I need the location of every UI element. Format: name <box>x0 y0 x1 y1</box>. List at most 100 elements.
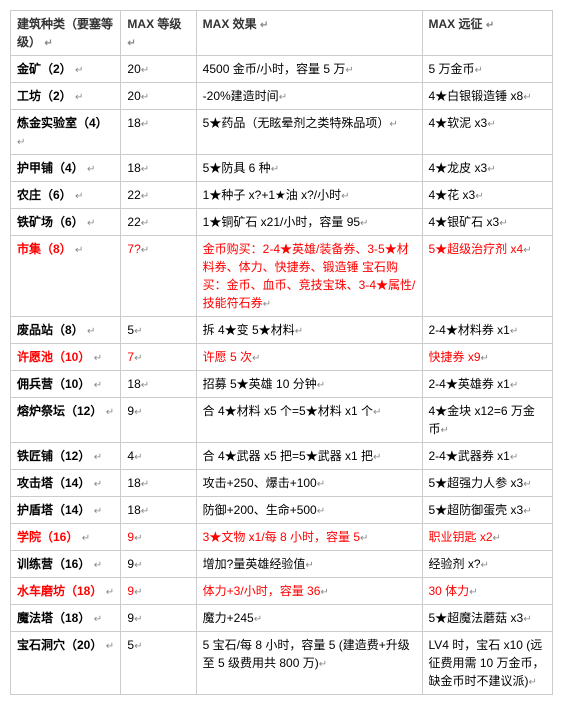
cell-max-effect: 3★文物 x1/每 8 小时，容量 5↵ <box>196 524 422 551</box>
table-row: 铁矿场（6） ↵22↵1★铜矿石 x21/小时，容量 95↵4★银矿石 x3↵ <box>11 209 553 236</box>
cell-max-expedition: 职业钥匙 x2↵ <box>422 524 553 551</box>
cell-max-effect: 金币购买：2-4★英雄/装备券、3-5★材料券、体力、快捷券、锻造锤 宝石购买：… <box>196 236 422 317</box>
cell-building-name: 佣兵营（10） ↵ <box>11 371 121 398</box>
table-row: 农庄（6） ↵22↵1★种子 x?+1★油 x?/小时↵4★花 x3↵ <box>11 182 553 209</box>
header-expedition: MAX 远征 ↵ <box>422 11 553 56</box>
cell-max-level: 18↵ <box>121 371 196 398</box>
cell-max-effect: -20%建造时间↵ <box>196 83 422 110</box>
cell-building-name: 金矿（2） ↵ <box>11 56 121 83</box>
cell-max-level: 22↵ <box>121 209 196 236</box>
cell-max-level: 9↵ <box>121 551 196 578</box>
cell-max-level: 18↵ <box>121 470 196 497</box>
return-marker: ↵ <box>486 20 494 31</box>
cell-max-level: 9↵ <box>121 524 196 551</box>
cell-building-name: 学院（16） ↵ <box>11 524 121 551</box>
cell-max-level: 18↵ <box>121 155 196 182</box>
cell-building-name: 攻击塔（14） ↵ <box>11 470 121 497</box>
cell-max-effect: 拆 4★变 5★材料↵ <box>196 317 422 344</box>
cell-max-expedition: 4★龙皮 x3↵ <box>422 155 553 182</box>
table-row: 护甲铺（4） ↵18↵5★防具 6 种↵4★龙皮 x3↵ <box>11 155 553 182</box>
cell-max-effect: 4500 金币/小时，容量 5 万↵ <box>196 56 422 83</box>
cell-max-expedition: 5 万金币↵ <box>422 56 553 83</box>
cell-max-level: 9↵ <box>121 398 196 443</box>
return-marker: ↵ <box>44 38 52 49</box>
cell-max-effect: 5 宝石/每 8 小时，容量 5 (建造费+升级至 5 级费用共 800 万)↵ <box>196 632 422 695</box>
table-row: 学院（16） ↵9↵3★文物 x1/每 8 小时，容量 5↵职业钥匙 x2↵ <box>11 524 553 551</box>
table-row: 废品站（8） ↵5↵拆 4★变 5★材料↵2-4★材料券 x1↵ <box>11 317 553 344</box>
cell-max-level: 7↵ <box>121 344 196 371</box>
cell-max-effect: 防御+200、生命+500↵ <box>196 497 422 524</box>
cell-max-level: 18↵ <box>121 497 196 524</box>
cell-max-level: 9↵ <box>121 578 196 605</box>
cell-building-name: 铁匠铺（12） ↵ <box>11 443 121 470</box>
table-row: 铁匠铺（12） ↵4↵合 4★武器 x5 把=5★武器 x1 把↵2-4★武器券… <box>11 443 553 470</box>
cell-building-name: 护甲铺（4） ↵ <box>11 155 121 182</box>
cell-max-expedition: 2-4★英雄券 x1↵ <box>422 371 553 398</box>
cell-max-level: 18↵ <box>121 110 196 155</box>
cell-building-name: 宝石洞穴（20） ↵ <box>11 632 121 695</box>
cell-max-effect: 5★药品（无眩晕剂之类特殊品项）↵ <box>196 110 422 155</box>
cell-max-effect: 体力+3/小时，容量 36↵ <box>196 578 422 605</box>
table-row: 攻击塔（14） ↵18↵攻击+250、爆击+100↵5★超强力人参 x3↵ <box>11 470 553 497</box>
cell-max-level: 5↵ <box>121 632 196 695</box>
table-row: 宝石洞穴（20） ↵5↵5 宝石/每 8 小时，容量 5 (建造费+升级至 5 … <box>11 632 553 695</box>
cell-max-level: 20↵ <box>121 83 196 110</box>
cell-building-name: 铁矿场（6） ↵ <box>11 209 121 236</box>
table-row: 护盾塔（14） ↵18↵防御+200、生命+500↵5★超防御蛋壳 x3↵ <box>11 497 553 524</box>
cell-max-level: 22↵ <box>121 182 196 209</box>
table-row: 炼金实验室（4） ↵18↵5★药品（无眩晕剂之类特殊品项）↵4★软泥 x3↵ <box>11 110 553 155</box>
cell-building-name: 许愿池（10） ↵ <box>11 344 121 371</box>
cell-max-expedition: 2-4★武器券 x1↵ <box>422 443 553 470</box>
cell-building-name: 工坊（2） ↵ <box>11 83 121 110</box>
cell-max-expedition: 4★银矿石 x3↵ <box>422 209 553 236</box>
cell-max-effect: 合 4★武器 x5 把=5★武器 x1 把↵ <box>196 443 422 470</box>
table-row: 金矿（2） ↵20↵4500 金币/小时，容量 5 万↵5 万金币↵ <box>11 56 553 83</box>
cell-max-expedition: 4★花 x3↵ <box>422 182 553 209</box>
cell-max-effect: 1★种子 x?+1★油 x?/小时↵ <box>196 182 422 209</box>
return-marker: ↵ <box>127 38 135 49</box>
table-row: 佣兵营（10） ↵18↵招募 5★英雄 10 分钟↵2-4★英雄券 x1↵ <box>11 371 553 398</box>
cell-building-name: 农庄（6） ↵ <box>11 182 121 209</box>
cell-max-effect: 招募 5★英雄 10 分钟↵ <box>196 371 422 398</box>
header-level: MAX 等级 ↵ <box>121 11 196 56</box>
cell-building-name: 熔炉祭坛（12） ↵ <box>11 398 121 443</box>
cell-max-effect: 许愿 5 次↵ <box>196 344 422 371</box>
return-marker: ↵ <box>260 20 268 31</box>
cell-max-level: 20↵ <box>121 56 196 83</box>
cell-max-level: 7?↵ <box>121 236 196 317</box>
cell-max-expedition: LV4 时，宝石 x10 (远征费用需 10 万金币，缺金币时不建议派)↵ <box>422 632 553 695</box>
cell-max-expedition: 30 体力↵ <box>422 578 553 605</box>
cell-max-expedition: 快捷券 x9↵ <box>422 344 553 371</box>
cell-max-expedition: 4★金块 x12=6 万金币↵ <box>422 398 553 443</box>
cell-max-expedition: 5★超防御蛋壳 x3↵ <box>422 497 553 524</box>
cell-building-name: 市集（8） ↵ <box>11 236 121 317</box>
table-body: 金矿（2） ↵20↵4500 金币/小时，容量 5 万↵5 万金币↵工坊（2） … <box>11 56 553 695</box>
cell-max-effect: 攻击+250、爆击+100↵ <box>196 470 422 497</box>
cell-building-name: 护盾塔（14） ↵ <box>11 497 121 524</box>
cell-building-name: 水车磨坊（18） ↵ <box>11 578 121 605</box>
cell-max-effect: 5★防具 6 种↵ <box>196 155 422 182</box>
cell-max-expedition: 经验剂 x?↵ <box>422 551 553 578</box>
header-row: 建筑种类（要塞等级） ↵ MAX 等级 ↵ MAX 效果 ↵ MAX 远征 ↵ <box>11 11 553 56</box>
cell-max-expedition: 5★超强力人参 x3↵ <box>422 470 553 497</box>
table-row: 市集（8） ↵7?↵金币购买：2-4★英雄/装备券、3-5★材料券、体力、快捷券… <box>11 236 553 317</box>
cell-building-name: 废品站（8） ↵ <box>11 317 121 344</box>
cell-max-level: 4↵ <box>121 443 196 470</box>
building-table: 建筑种类（要塞等级） ↵ MAX 等级 ↵ MAX 效果 ↵ MAX 远征 ↵ … <box>10 10 553 695</box>
cell-max-level: 5↵ <box>121 317 196 344</box>
table-row: 许愿池（10） ↵7↵许愿 5 次↵快捷券 x9↵ <box>11 344 553 371</box>
table-row: 水车磨坊（18） ↵9↵体力+3/小时，容量 36↵30 体力↵ <box>11 578 553 605</box>
table-row: 工坊（2） ↵20↵-20%建造时间↵4★白银锻造锤 x8↵ <box>11 83 553 110</box>
cell-max-effect: 合 4★材料 x5 个=5★材料 x1 个↵ <box>196 398 422 443</box>
cell-building-name: 训练营（16） ↵ <box>11 551 121 578</box>
header-building: 建筑种类（要塞等级） ↵ <box>11 11 121 56</box>
cell-max-expedition: 4★软泥 x3↵ <box>422 110 553 155</box>
cell-max-expedition: 4★白银锻造锤 x8↵ <box>422 83 553 110</box>
table-row: 熔炉祭坛（12） ↵9↵合 4★材料 x5 个=5★材料 x1 个↵4★金块 x… <box>11 398 553 443</box>
cell-max-effect: 1★铜矿石 x21/小时，容量 95↵ <box>196 209 422 236</box>
cell-building-name: 炼金实验室（4） ↵ <box>11 110 121 155</box>
cell-max-effect: 增加?量英雄经验值↵ <box>196 551 422 578</box>
cell-max-expedition: 2-4★材料券 x1↵ <box>422 317 553 344</box>
cell-max-expedition: 5★超级治疗剂 x4↵ <box>422 236 553 317</box>
header-effect: MAX 效果 ↵ <box>196 11 422 56</box>
